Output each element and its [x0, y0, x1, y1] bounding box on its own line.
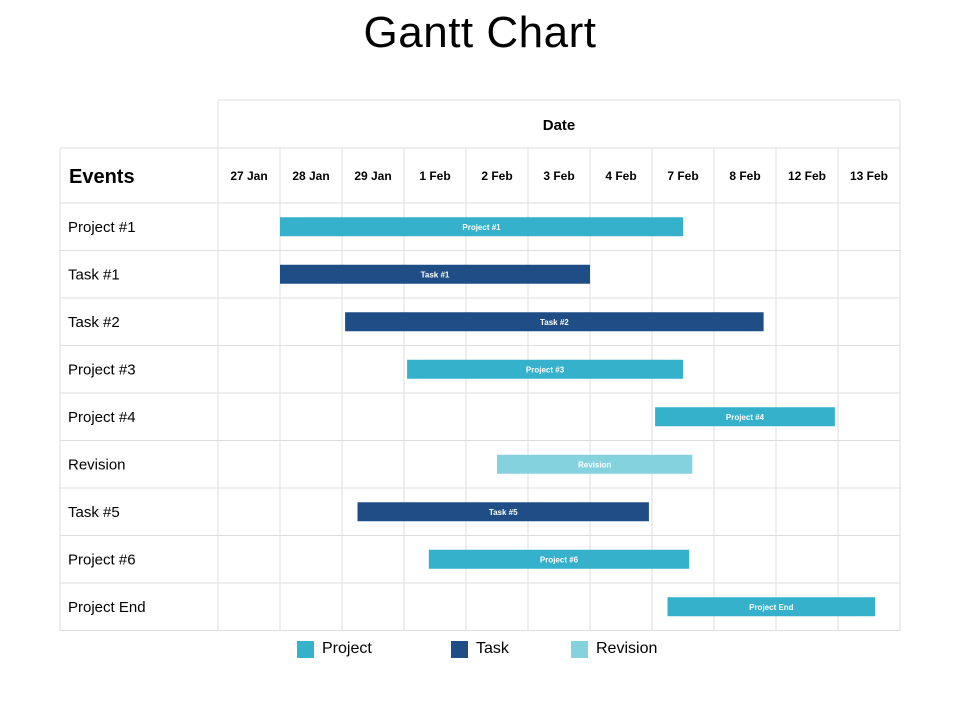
legend: Project Task Revision: [0, 640, 960, 670]
row-label: Task #2: [68, 314, 120, 331]
date-ticks: 27 Jan 28 Jan 29 Jan 1 Feb 2 Feb 3 Feb 4 Feb 7 …: [230, 169, 888, 183]
date-tick-label: 27 Jan: [230, 169, 267, 183]
bar-label: Project #3: [526, 365, 565, 374]
legend-item: Project: [297, 640, 372, 658]
legend-label: Revision: [596, 640, 658, 657]
legend-item: Revision: [571, 640, 657, 658]
chart-title: Gantt Chart: [363, 8, 597, 57]
header-labels: Date Events: [69, 117, 575, 188]
bar-label: Project End: [749, 603, 794, 612]
gantt-bar: [497, 454, 693, 474]
date-tick-label: 12 Feb: [788, 169, 826, 183]
row-label: Revision: [68, 456, 126, 473]
date-tick-label: 7 Feb: [667, 169, 698, 183]
bar-label: Project #1: [462, 223, 501, 232]
gantt-bar: [280, 264, 590, 284]
row-labels: Project #1 Task #1 Task #2 Project #3 Projec…: [68, 219, 146, 616]
gantt-bar: [428, 549, 690, 569]
gantt-bar: [280, 217, 683, 237]
bar-label: Task #1: [421, 270, 450, 279]
date-tick-label: 29 Jan: [354, 169, 391, 183]
bar-label: Project #6: [540, 555, 579, 564]
gantt-bar: [357, 502, 649, 522]
date-tick-label: 3 Feb: [543, 169, 574, 183]
legend-label: Task: [476, 640, 509, 657]
row-label: Project End: [68, 599, 146, 616]
legend-swatch: [297, 640, 314, 658]
date-tick-label: 1 Feb: [419, 169, 450, 183]
bar-label: Revision: [578, 460, 611, 469]
gantt-bar: [345, 312, 764, 332]
gantt-bars: Project #1 Task #1 Task #2 Project #3 Projec…: [280, 217, 876, 617]
date-tick-label: 2 Feb: [481, 169, 512, 183]
bar-label: Task #2: [540, 318, 569, 327]
date-tick-label: 8 Feb: [729, 169, 760, 183]
date-header: Date: [543, 117, 576, 134]
row-label: Project #6: [68, 551, 136, 568]
legend-swatch: [451, 640, 468, 658]
row-label: Task #1: [68, 266, 120, 283]
events-header: Events: [69, 166, 135, 188]
gantt-bar: [667, 597, 876, 617]
legend-swatch: [571, 640, 588, 658]
date-tick-label: 13 Feb: [850, 169, 888, 183]
legend-item: Task: [451, 640, 509, 658]
row-label: Task #5: [68, 504, 120, 521]
gantt-chart: Date Events 27 Jan 28 Jan 29 Jan 1 Feb 2 Feb 3…: [59, 99, 901, 631]
bar-label: Project #4: [726, 413, 765, 422]
gantt-bar: [407, 359, 683, 379]
row-label: Project #1: [68, 219, 136, 236]
date-tick-label: 4 Feb: [605, 169, 636, 183]
date-tick-label: 28 Jan: [292, 169, 329, 183]
row-label: Project #3: [68, 361, 136, 378]
row-label: Project #4: [68, 409, 136, 426]
gantt-bar: [655, 407, 835, 427]
legend-label: Project: [322, 640, 372, 657]
bar-label: Task #5: [489, 508, 518, 517]
